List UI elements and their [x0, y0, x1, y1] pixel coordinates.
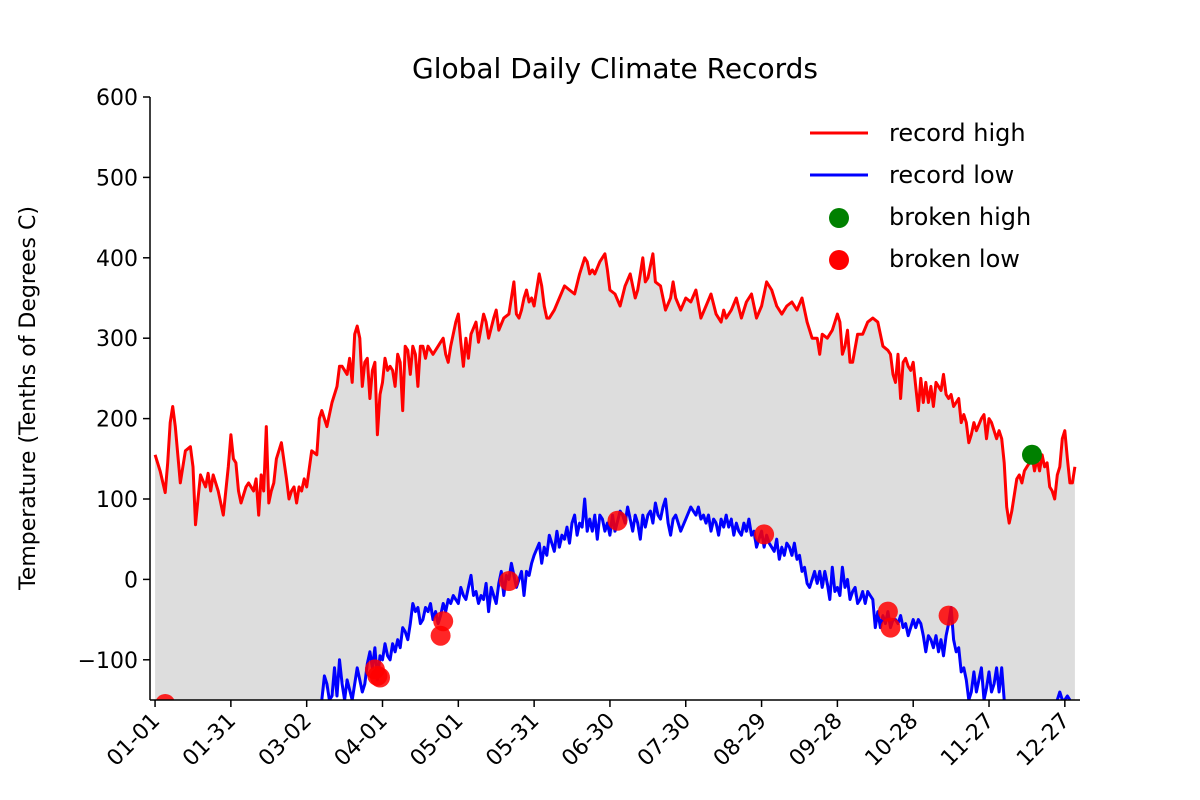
- legend-label: record high: [889, 119, 1026, 147]
- x-ticks: 01-01 01-31 03-02 04-01 05-01 05-31 06-30 07-30…: [102, 700, 1075, 771]
- y-tick-label: 500: [96, 166, 138, 191]
- broken-low-point: [880, 617, 901, 638]
- scatter-points: [156, 444, 1042, 700]
- broken-low-point: [877, 601, 898, 622]
- x-tick-label: 09-28: [785, 709, 848, 772]
- x-tick-label: 01-01: [102, 709, 165, 772]
- y-tick-label: 0: [124, 568, 138, 593]
- plot-area: [153, 252, 1077, 700]
- y-tick-label: 600: [96, 86, 138, 111]
- chart-title: Global Daily Climate Records: [412, 52, 818, 85]
- y-ticks: −100 0 100 200 300 400 500 600: [78, 86, 150, 674]
- x-tick-label: 03-02: [254, 709, 317, 772]
- broken-low-point: [754, 524, 775, 545]
- x-tick-label: 01-31: [178, 709, 241, 772]
- broken-high-point: [1022, 444, 1042, 465]
- legend-label: broken high: [889, 203, 1031, 231]
- x-tick-label: 12-27: [1012, 709, 1075, 772]
- y-tick-label: 200: [96, 408, 138, 433]
- y-tick-label: 100: [96, 488, 138, 513]
- broken-low-point: [370, 667, 390, 688]
- x-tick-label: 08-29: [709, 709, 772, 772]
- legend-marker-broken-low: [829, 250, 849, 270]
- broken-low-point: [498, 571, 519, 591]
- broken-low-point: [156, 694, 175, 700]
- x-tick-label: 04-01: [330, 709, 393, 772]
- legend: record high record low broken high broken l…: [810, 119, 1031, 273]
- y-tick-label: 300: [96, 327, 138, 352]
- x-tick-label: 05-31: [481, 709, 544, 772]
- legend-label: broken low: [889, 245, 1020, 273]
- record-high-line: [153, 252, 1077, 527]
- broken-low-point: [607, 510, 628, 531]
- broken-low-point: [938, 605, 959, 626]
- y-tick-label: 400: [96, 247, 138, 272]
- y-tick-label: −100: [78, 649, 138, 674]
- x-tick-label: 07-30: [633, 709, 696, 772]
- fill-between-area: [155, 253, 1075, 700]
- legend-marker-broken-high: [829, 208, 849, 228]
- legend-label: record low: [889, 161, 1014, 189]
- y-axis-label: Temperature (Tenths of Degrees C): [16, 206, 41, 591]
- x-tick-label: 06-30: [557, 709, 620, 772]
- x-tick-label: 05-01: [406, 709, 469, 772]
- x-tick-label: 10-28: [861, 709, 924, 772]
- broken-low-point: [433, 611, 454, 632]
- x-tick-label: 11-27: [936, 709, 999, 772]
